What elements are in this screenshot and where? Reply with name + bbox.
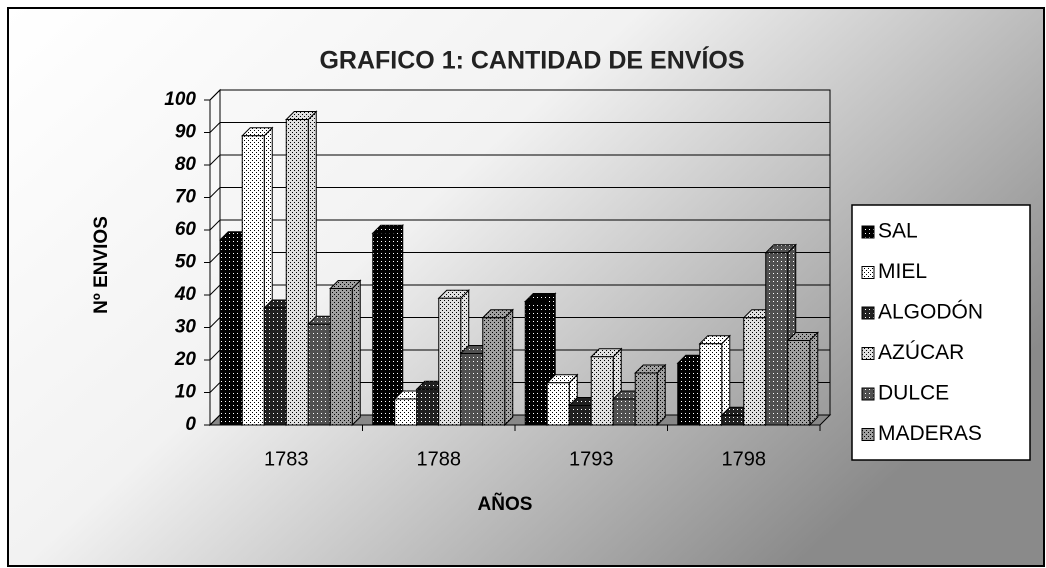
bar <box>612 398 636 426</box>
bar <box>329 288 353 426</box>
bar-side <box>504 308 514 427</box>
bar <box>372 232 396 426</box>
grid-line <box>209 154 221 166</box>
grid-line <box>209 89 221 101</box>
bar <box>634 372 658 426</box>
legend-label: MADERAS <box>878 422 982 445</box>
bar <box>590 356 614 426</box>
grid-line <box>209 284 221 296</box>
chart-title: GRAFICO 1: CANTIDAD DE ENVÍOS <box>319 46 744 75</box>
legend-label: MIEL <box>878 260 927 283</box>
bar <box>307 323 331 426</box>
y-tick-label: 20 <box>174 349 197 370</box>
bar <box>743 317 767 426</box>
grid-line <box>209 349 221 361</box>
y-axis-label: Nº ENVIOS <box>91 216 112 314</box>
y-tick-label: 60 <box>175 219 197 240</box>
legend-label: AZÚCAR <box>878 341 964 364</box>
y-tick-label: 100 <box>164 89 196 110</box>
x-tick-label: 1783 <box>264 448 309 470</box>
bar <box>241 135 265 426</box>
legend-swatch <box>861 306 875 320</box>
legend-label: DULCE <box>878 382 949 405</box>
legend-swatch <box>861 347 875 360</box>
bar <box>699 343 723 426</box>
bar <box>787 340 811 426</box>
y-tick-label: 10 <box>175 382 197 403</box>
bar <box>677 362 701 426</box>
legend-swatch <box>861 266 875 279</box>
y-tick-label: 70 <box>175 187 197 208</box>
bar-side <box>351 279 361 427</box>
legend <box>851 204 1031 461</box>
bar <box>394 398 418 426</box>
bar <box>219 239 243 426</box>
bar <box>568 405 592 426</box>
legend-label: SAL <box>878 220 918 243</box>
y-tick-label: 0 <box>185 414 196 435</box>
bar-side <box>809 331 819 427</box>
legend-swatch <box>861 387 875 401</box>
y-tick-label: 90 <box>175 122 197 143</box>
grid-line <box>209 414 221 426</box>
bar <box>482 317 506 426</box>
x-axis-label: AÑOS <box>478 493 533 515</box>
x-tick-label: 1798 <box>722 448 767 470</box>
y-tick-label: 40 <box>174 284 197 305</box>
bar <box>416 388 440 426</box>
x-tick-label: 1788 <box>417 448 462 470</box>
grid-line <box>209 317 221 328</box>
legend-swatch <box>861 428 875 441</box>
legend-label: ALGODÓN <box>878 301 983 324</box>
bar <box>285 119 309 426</box>
grid-line <box>209 187 221 198</box>
grid-line <box>209 219 221 231</box>
bar <box>460 353 484 426</box>
bar-side <box>656 363 666 427</box>
grid-line <box>209 122 221 133</box>
y-tick-label: 50 <box>175 252 197 273</box>
bar <box>765 252 789 426</box>
x-tick-label: 1793 <box>569 448 614 470</box>
y-tick-label: 30 <box>175 317 197 338</box>
bar <box>524 301 548 426</box>
grid-line <box>209 252 221 263</box>
legend-swatch <box>861 225 875 239</box>
bar <box>263 307 287 426</box>
bar <box>721 414 745 426</box>
grid-line <box>209 382 221 393</box>
bar <box>546 382 570 426</box>
y-tick-label: 80 <box>175 154 197 175</box>
bar <box>438 297 462 426</box>
